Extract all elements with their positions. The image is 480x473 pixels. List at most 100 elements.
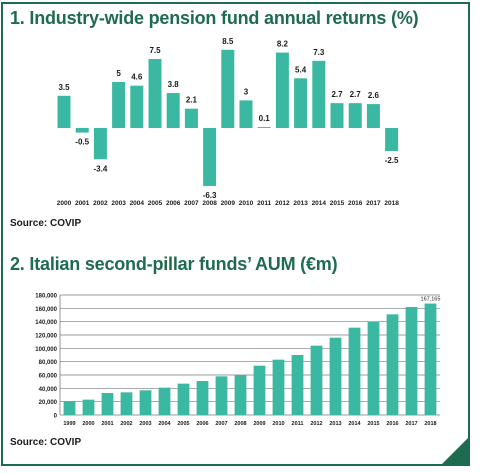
aum-x-tick-2012: 2012 [310,421,322,427]
x-tick-2016: 2016 [348,200,363,207]
data-label-2000: 3.5 [58,83,70,92]
x-tick-2008: 2008 [202,200,217,207]
data-label-2004: 4.6 [131,73,143,82]
aum-x-tick-2017: 2017 [405,421,417,427]
x-tick-2010: 2010 [239,200,254,207]
aum-bar-2015 [367,321,380,415]
bar-2004 [130,85,144,128]
x-tick-2009: 2009 [221,200,236,207]
y-tick-8: 160,000 [35,307,57,313]
chart1-source: Source: COVIP [10,218,82,229]
data-label-2016: 2.7 [350,90,362,99]
aum-x-tick-2003: 2003 [139,421,151,427]
x-tick-2000: 2000 [57,200,72,207]
bar-2018 [385,128,399,151]
x-tick-2003: 2003 [111,200,126,207]
aum-bar-2006 [196,381,209,415]
y-tick-7: 140,000 [35,320,57,326]
bar-2009 [221,49,235,128]
y-tick-0: 0 [54,414,58,420]
data-label-2012: 8.2 [277,40,289,49]
aum-bar-2007 [215,376,228,415]
aum-x-tick-2004: 2004 [158,421,171,427]
aum-x-tick-2005: 2005 [177,421,189,427]
aum-bar-2000 [82,399,95,415]
bar-2008 [203,128,217,186]
x-tick-2011: 2011 [257,200,271,207]
aum-x-tick-2011: 2011 [292,421,304,427]
y-tick-9: 180,000 [35,294,57,300]
bar-2002 [93,128,107,160]
bar-2015 [330,103,344,128]
bar-2017 [366,104,380,128]
aum-x-tick-2018: 2018 [424,421,436,427]
bar-2014 [312,60,326,129]
data-label-2005: 7.5 [149,46,161,55]
data-label-2009: 8.5 [222,37,234,46]
y-tick-2: 40,000 [39,387,58,393]
data-label-2013: 5.4 [295,65,307,74]
data-label-2010: 3 [244,87,249,96]
aum-x-tick-2000: 2000 [82,421,94,427]
bar-2011 [257,127,271,128]
data-label-2017: 2.6 [368,91,380,100]
aum-x-tick-2006: 2006 [196,421,208,427]
aum-x-tick-2015: 2015 [367,421,379,427]
data-label-2015: 2.7 [331,90,343,99]
aum-bar-2013 [329,337,342,415]
bar-2003 [112,82,126,128]
aum-bar-2017 [405,307,418,415]
bar-2000 [57,95,71,128]
data-label-2003: 5 [116,69,121,78]
chart2-source: Source: COVIP [10,437,82,448]
data-label-2001: -0.5 [75,138,89,147]
x-tick-2015: 2015 [330,200,345,207]
x-tick-2014: 2014 [312,200,327,207]
aum-bar-2003 [139,390,152,415]
data-label-2018: -2.5 [385,156,399,165]
x-tick-2013: 2013 [293,200,308,207]
x-tick-2018: 2018 [384,200,399,207]
x-tick-2012: 2012 [275,200,290,207]
chart2-title: 2. Italian second-pillar funds’ AUM (€m) [10,254,338,274]
x-tick-2006: 2006 [166,200,181,207]
aum-x-tick-2008: 2008 [234,421,246,427]
data-label-2011: 0.1 [259,114,271,123]
x-tick-2001: 2001 [75,200,90,207]
data-label-2007: 2.1 [186,96,198,105]
bar-2012 [275,52,289,129]
aum-bar-2005 [177,383,190,415]
aum-bar-2004 [158,387,171,415]
data-label-2014: 7.3 [313,48,325,57]
data-label-2002: -3.4 [94,164,108,173]
aum-bar-2002 [120,392,133,415]
aum-bar-2008 [234,375,247,415]
bar-2016 [348,103,362,128]
aum-bar-2009 [253,365,266,415]
bar-2005 [148,59,162,128]
bar-2006 [166,93,180,128]
aum-bar-2010 [272,359,285,415]
aum-x-tick-1999: 1999 [63,421,75,427]
x-tick-2002: 2002 [93,200,108,207]
aum-bar-2012 [310,345,323,415]
bar-2001 [75,128,89,133]
corner-accent [442,438,468,464]
data-label-2006: 3.8 [168,80,180,89]
y-tick-4: 80,000 [39,360,58,366]
aum-bar-1999 [63,401,76,415]
aum-x-tick-2014: 2014 [348,421,361,427]
y-tick-6: 120,000 [35,334,57,340]
aum-x-tick-2009: 2009 [253,421,265,427]
aum-last-label: 167,165 [421,297,441,303]
x-tick-2017: 2017 [366,200,381,207]
bar-2010 [239,100,253,128]
data-label-2008: -6.3 [203,191,217,200]
bar-2007 [184,108,198,128]
x-tick-2005: 2005 [148,200,163,207]
aum-bar-2018 [424,303,437,415]
aum-x-tick-2010: 2010 [272,421,284,427]
y-tick-1: 20,000 [39,400,58,406]
chart1-title: 1. Industry-wide pension fund annual ret… [10,8,419,28]
